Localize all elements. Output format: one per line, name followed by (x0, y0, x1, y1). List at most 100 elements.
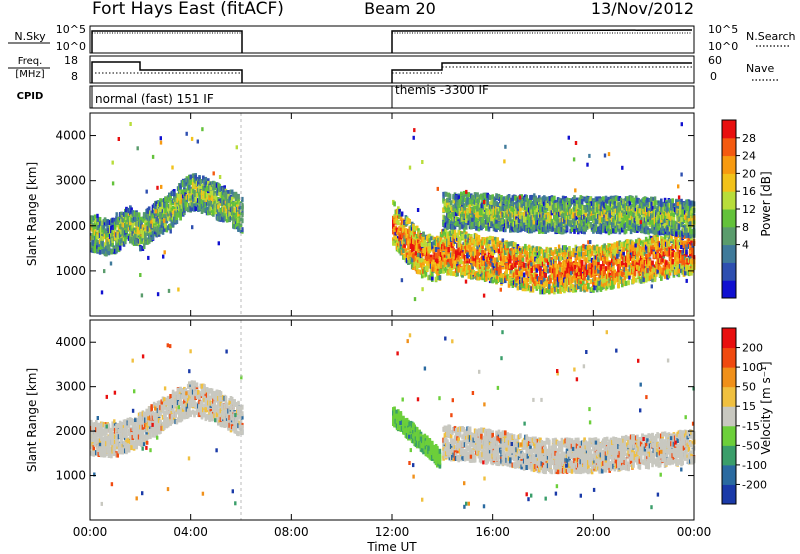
power-cell (558, 262, 561, 268)
power-cell (592, 287, 595, 293)
power-cell (105, 234, 108, 240)
power-cell (437, 258, 440, 264)
power-cell (146, 212, 150, 218)
power-cell (105, 221, 108, 227)
power-cell (602, 273, 605, 279)
power-cell (442, 268, 445, 274)
power-cell (594, 277, 598, 283)
power-cell (597, 260, 600, 266)
nsearch-tick-top: 10^5 (708, 23, 738, 36)
power-cell (564, 252, 567, 258)
power-cell (496, 242, 499, 248)
power-cell (473, 239, 477, 244)
power-cell (481, 275, 484, 281)
power-cell (554, 262, 557, 268)
power-cell (564, 286, 567, 292)
nsky-trace-1 (91, 30, 243, 53)
power-cell (420, 273, 424, 279)
power-cell (485, 276, 488, 282)
power-cell (509, 258, 512, 264)
power-cell (639, 278, 643, 284)
power-cell (420, 242, 424, 248)
power-cell (563, 277, 566, 283)
power-cell (490, 272, 493, 278)
power-cell (156, 225, 160, 231)
power-cell (428, 241, 432, 247)
power-cell (473, 272, 477, 278)
nave-tick-top: 60 (708, 54, 722, 67)
power-cell (141, 224, 145, 230)
power-cell (495, 247, 498, 253)
power-cell (644, 244, 648, 250)
cpid-panel: CPID normal (fast) 151 IF themis -3300 I… (17, 83, 695, 109)
power-cell (454, 254, 458, 260)
power-cell (453, 229, 457, 235)
power-cell (477, 250, 481, 256)
power-cell (151, 230, 155, 236)
power-cell (525, 269, 528, 275)
power-cell (685, 249, 688, 255)
power-cell (532, 259, 536, 265)
power-cell (140, 229, 143, 234)
power-cell (531, 254, 535, 260)
power-cell (636, 260, 639, 266)
power-cell (526, 245, 530, 251)
power-cell (427, 252, 430, 257)
power-cell (481, 259, 484, 265)
power-cell (193, 202, 196, 208)
power-cell (400, 246, 404, 252)
power-cell (603, 280, 606, 286)
freq-trace-1 (91, 61, 243, 83)
power-cell (139, 216, 142, 222)
power-cell (165, 218, 169, 224)
power-cell (681, 255, 684, 261)
power-cell (574, 258, 578, 264)
beam-title: Beam 20 (364, 0, 436, 18)
power-cell (441, 239, 444, 245)
power-cell (638, 246, 642, 252)
power-cell (655, 242, 658, 248)
power-cell (165, 202, 169, 207)
power-cell (129, 210, 132, 216)
power-cell (559, 280, 562, 286)
power-cell (599, 282, 603, 288)
power-cell (476, 240, 479, 246)
power-cell (588, 255, 591, 261)
power-cell (193, 189, 196, 195)
power-cell (638, 249, 642, 255)
power-cell (405, 217, 409, 223)
power-cell (642, 277, 645, 282)
power-cell (579, 271, 583, 277)
power-cell (424, 271, 428, 277)
power-cell (634, 239, 638, 245)
power-cell (612, 283, 615, 289)
power-cell (619, 274, 623, 280)
power-cell (118, 232, 122, 238)
power-cell (608, 261, 611, 267)
power-cell (483, 251, 487, 257)
power-cell (541, 286, 545, 292)
power-cell (514, 262, 517, 268)
power-cell (439, 252, 443, 257)
power-cell (483, 248, 487, 254)
power-cell (110, 227, 113, 233)
power-cell (532, 283, 536, 289)
power-cell (234, 199, 238, 205)
power-cell (166, 215, 170, 221)
power-cell (107, 250, 111, 256)
power-cell (521, 249, 525, 255)
power-cell (437, 242, 440, 248)
power-cell (241, 218, 244, 224)
power-cell (516, 285, 520, 291)
power-cell (563, 282, 566, 288)
power-cell (565, 283, 569, 289)
power-cell (422, 248, 425, 254)
power-cell (197, 181, 200, 187)
power-cell (392, 223, 395, 229)
power-cell (505, 268, 508, 274)
power-cell (582, 246, 585, 251)
power-cell (154, 226, 157, 232)
power-cell (241, 212, 244, 218)
power-cell (447, 247, 450, 252)
power-cell (107, 228, 111, 234)
